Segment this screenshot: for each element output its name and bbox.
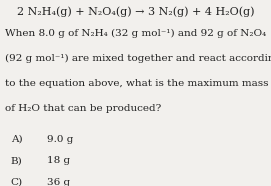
Text: B): B) — [11, 156, 22, 165]
Text: 18 g: 18 g — [47, 156, 70, 165]
Text: to the equation above, what is the maximum mass: to the equation above, what is the maxim… — [5, 79, 269, 88]
Text: (92 g mol⁻¹) are mixed together and react according: (92 g mol⁻¹) are mixed together and reac… — [5, 54, 271, 63]
Text: 2 N₂H₄(g) + N₂O₄(g) → 3 N₂(g) + 4 H₂O(g): 2 N₂H₄(g) + N₂O₄(g) → 3 N₂(g) + 4 H₂O(g) — [17, 7, 254, 17]
Text: A): A) — [11, 135, 22, 144]
Text: 36 g: 36 g — [47, 178, 70, 186]
Text: C): C) — [11, 178, 23, 186]
Text: 9.0 g: 9.0 g — [47, 135, 74, 144]
Text: of H₂O that can be produced?: of H₂O that can be produced? — [5, 104, 162, 113]
Text: When 8.0 g of N₂H₄ (32 g mol⁻¹) and 92 g of N₂O₄: When 8.0 g of N₂H₄ (32 g mol⁻¹) and 92 g… — [5, 29, 267, 38]
